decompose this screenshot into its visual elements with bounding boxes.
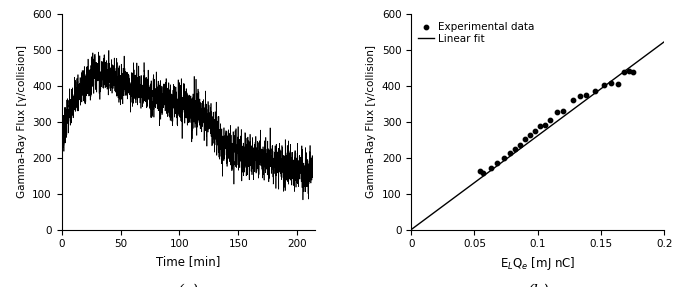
Experimental data xyxy=(623,69,634,73)
Experimental data xyxy=(606,81,616,86)
Experimental data xyxy=(530,129,540,133)
Y-axis label: Gamma-Ray Flux [γ/collision]: Gamma-Ray Flux [γ/collision] xyxy=(366,45,376,199)
Experimental data xyxy=(498,156,509,160)
Experimental data xyxy=(545,118,556,123)
Experimental data xyxy=(598,83,609,87)
Experimental data xyxy=(525,132,536,137)
X-axis label: E$_L$Q$_e$ [mJ nC]: E$_L$Q$_e$ [mJ nC] xyxy=(500,255,575,272)
Experimental data xyxy=(612,82,623,87)
Experimental data xyxy=(520,137,531,141)
Legend: Experimental data, Linear fit: Experimental data, Linear fit xyxy=(416,20,537,46)
Text: (b): (b) xyxy=(527,284,549,287)
Experimental data xyxy=(568,98,579,103)
X-axis label: Time [min]: Time [min] xyxy=(156,255,221,268)
Experimental data xyxy=(558,109,569,114)
Y-axis label: Gamma-Ray Flux [γ/collision]: Gamma-Ray Flux [γ/collision] xyxy=(16,45,27,199)
Experimental data xyxy=(551,110,562,114)
Experimental data xyxy=(514,143,525,148)
Experimental data xyxy=(580,93,591,97)
Text: (a): (a) xyxy=(177,284,199,287)
Experimental data xyxy=(478,170,489,175)
Experimental data xyxy=(504,151,515,156)
Experimental data xyxy=(574,94,585,98)
Experimental data xyxy=(486,166,497,170)
Experimental data xyxy=(589,89,600,94)
Experimental data xyxy=(619,70,630,75)
Experimental data xyxy=(474,169,485,174)
Experimental data xyxy=(535,123,546,128)
Experimental data xyxy=(492,161,503,166)
Experimental data xyxy=(627,69,638,74)
Experimental data xyxy=(540,123,551,127)
Experimental data xyxy=(510,147,521,151)
